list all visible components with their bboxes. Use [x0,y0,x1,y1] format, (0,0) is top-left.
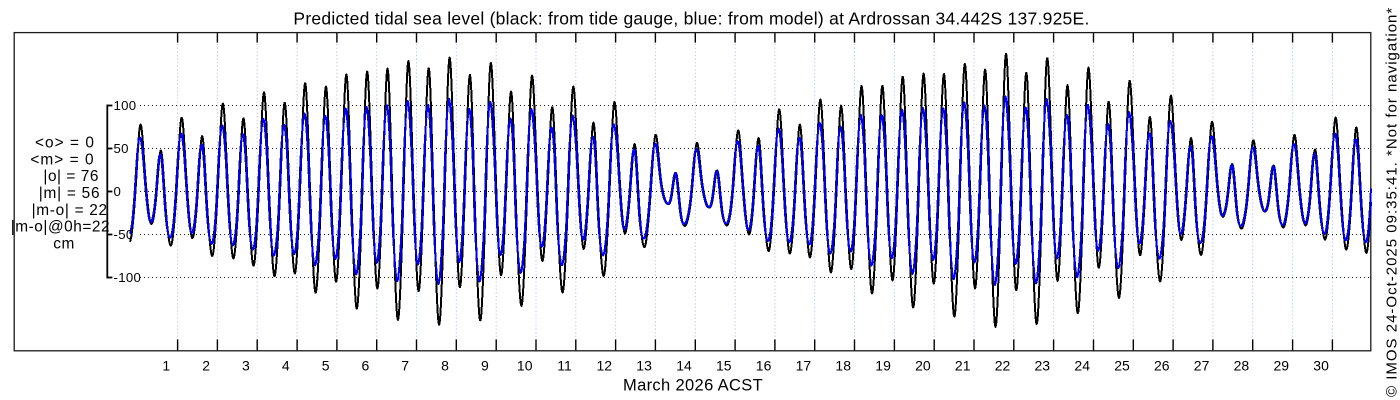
svg-text:Predicted tidal sea level (bla: Predicted tidal sea level (black: from t… [293,8,1089,28]
svg-text:2: 2 [202,358,210,374]
svg-text:March 2026 ACST: March 2026 ACST [623,377,763,395]
svg-text:10: 10 [517,358,533,374]
svg-text:50: 50 [114,141,129,156]
svg-text:22: 22 [995,358,1011,374]
svg-text:17: 17 [796,358,812,374]
svg-text:100: 100 [114,98,137,113]
svg-text:30: 30 [1313,358,1329,374]
svg-text:© IMOS 24-Oct-2025 09:35:41. *: © IMOS 24-Oct-2025 09:35:41. *Not for na… [1384,7,1400,397]
svg-text:18: 18 [835,358,851,374]
svg-text:<o> = 0: <o> = 0 [35,134,95,151]
svg-text:21: 21 [955,358,971,374]
svg-text:|m-o|@0h=22: |m-o|@0h=22 [11,218,110,235]
svg-text:25: 25 [1114,358,1130,374]
svg-text:0: 0 [114,184,122,199]
svg-text:28: 28 [1234,358,1250,374]
svg-text:24: 24 [1074,358,1090,374]
svg-text:|m-o| = 22: |m-o| = 22 [32,202,108,219]
svg-text:4: 4 [282,358,290,374]
svg-text:15: 15 [716,358,732,374]
svg-text:23: 23 [1035,358,1051,374]
svg-text:13: 13 [636,358,652,374]
svg-text:5: 5 [322,358,330,374]
svg-text:20: 20 [915,358,931,374]
svg-text:9: 9 [481,358,489,374]
svg-text:16: 16 [756,358,772,374]
svg-text:3: 3 [242,358,250,374]
svg-text:26: 26 [1154,358,1170,374]
svg-text:7: 7 [401,358,409,374]
svg-text:8: 8 [441,358,449,374]
svg-text:|m| = 56: |m| = 56 [39,185,100,202]
svg-text:|o| = 76: |o| = 76 [43,168,99,185]
svg-text:cm: cm [53,236,75,253]
svg-text:1: 1 [162,358,170,374]
svg-text:14: 14 [676,358,692,374]
svg-text:11: 11 [557,358,572,374]
svg-text:27: 27 [1194,358,1210,374]
svg-text:29: 29 [1274,358,1290,374]
svg-text:6: 6 [362,358,370,374]
svg-text:12: 12 [597,358,613,374]
svg-text:-100: -100 [114,270,142,285]
svg-text:19: 19 [875,358,891,374]
svg-text:<m> = 0: <m> = 0 [30,151,94,168]
svg-text:-50: -50 [114,227,134,242]
